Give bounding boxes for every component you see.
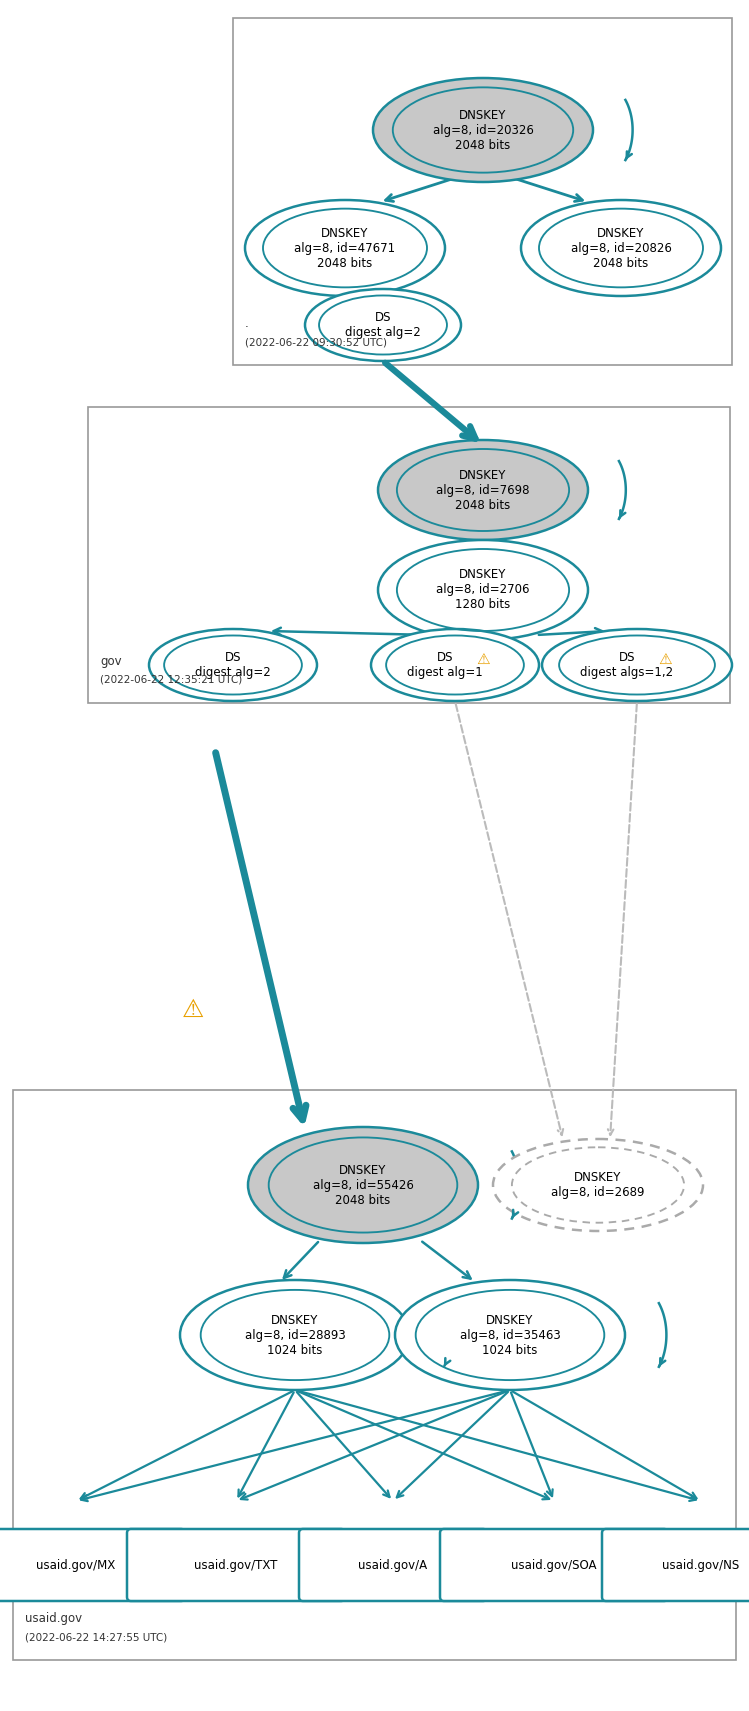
Text: DS
digest alg=2: DS digest alg=2 [195, 650, 271, 679]
Text: DNSKEY
alg=8, id=28893
1024 bits: DNSKEY alg=8, id=28893 1024 bits [245, 1314, 345, 1357]
Text: DNSKEY
alg=8, id=20826
2048 bits: DNSKEY alg=8, id=20826 2048 bits [571, 226, 671, 270]
Text: usaid.gov/SOA: usaid.gov/SOA [512, 1559, 597, 1571]
Text: usaid.gov/NS: usaid.gov/NS [662, 1559, 739, 1571]
Ellipse shape [378, 440, 588, 541]
Text: DS
digest alg=1: DS digest alg=1 [407, 650, 483, 679]
FancyBboxPatch shape [299, 1530, 487, 1601]
Ellipse shape [493, 1140, 703, 1230]
Text: usaid.gov/MX: usaid.gov/MX [37, 1559, 115, 1571]
Text: DNSKEY
alg=8, id=2706
1280 bits: DNSKEY alg=8, id=2706 1280 bits [436, 568, 530, 611]
Ellipse shape [245, 200, 445, 296]
Text: ⚠: ⚠ [182, 998, 204, 1021]
FancyBboxPatch shape [88, 407, 730, 703]
Text: ⚠: ⚠ [476, 652, 490, 667]
Ellipse shape [149, 630, 317, 702]
Text: usaid.gov/A: usaid.gov/A [359, 1559, 428, 1571]
Ellipse shape [395, 1280, 625, 1389]
Text: (2022-06-22 09:30:52 UTC): (2022-06-22 09:30:52 UTC) [245, 337, 387, 347]
Text: (2022-06-22 14:27:55 UTC): (2022-06-22 14:27:55 UTC) [25, 1632, 167, 1643]
FancyBboxPatch shape [602, 1530, 749, 1601]
Ellipse shape [371, 630, 539, 702]
Text: DNSKEY
alg=8, id=2689: DNSKEY alg=8, id=2689 [551, 1170, 645, 1199]
Ellipse shape [180, 1280, 410, 1389]
Text: usaid.gov/TXT: usaid.gov/TXT [194, 1559, 278, 1571]
Text: usaid.gov: usaid.gov [25, 1612, 82, 1625]
Text: DNSKEY
alg=8, id=20326
2048 bits: DNSKEY alg=8, id=20326 2048 bits [433, 108, 533, 152]
Text: DNSKEY
alg=8, id=7698
2048 bits: DNSKEY alg=8, id=7698 2048 bits [436, 469, 530, 512]
Text: DNSKEY
alg=8, id=55426
2048 bits: DNSKEY alg=8, id=55426 2048 bits [312, 1163, 413, 1206]
Text: DNSKEY
alg=8, id=47671
2048 bits: DNSKEY alg=8, id=47671 2048 bits [294, 226, 395, 270]
Ellipse shape [378, 541, 588, 640]
Text: (2022-06-22 12:35:21 UTC): (2022-06-22 12:35:21 UTC) [100, 676, 242, 684]
Text: .: . [245, 317, 249, 330]
Ellipse shape [305, 289, 461, 361]
FancyBboxPatch shape [0, 1530, 185, 1601]
Text: gov: gov [100, 655, 121, 667]
Ellipse shape [373, 79, 593, 181]
FancyBboxPatch shape [440, 1530, 668, 1601]
Ellipse shape [248, 1128, 478, 1242]
Ellipse shape [542, 630, 732, 702]
Text: DS
digest algs=1,2: DS digest algs=1,2 [580, 650, 673, 679]
Text: ⚠: ⚠ [658, 652, 672, 667]
Text: DS
digest alg=2: DS digest alg=2 [345, 311, 421, 339]
FancyBboxPatch shape [127, 1530, 345, 1601]
Text: DNSKEY
alg=8, id=35463
1024 bits: DNSKEY alg=8, id=35463 1024 bits [460, 1314, 560, 1357]
Ellipse shape [521, 200, 721, 296]
FancyBboxPatch shape [233, 19, 732, 364]
FancyBboxPatch shape [13, 1090, 736, 1660]
